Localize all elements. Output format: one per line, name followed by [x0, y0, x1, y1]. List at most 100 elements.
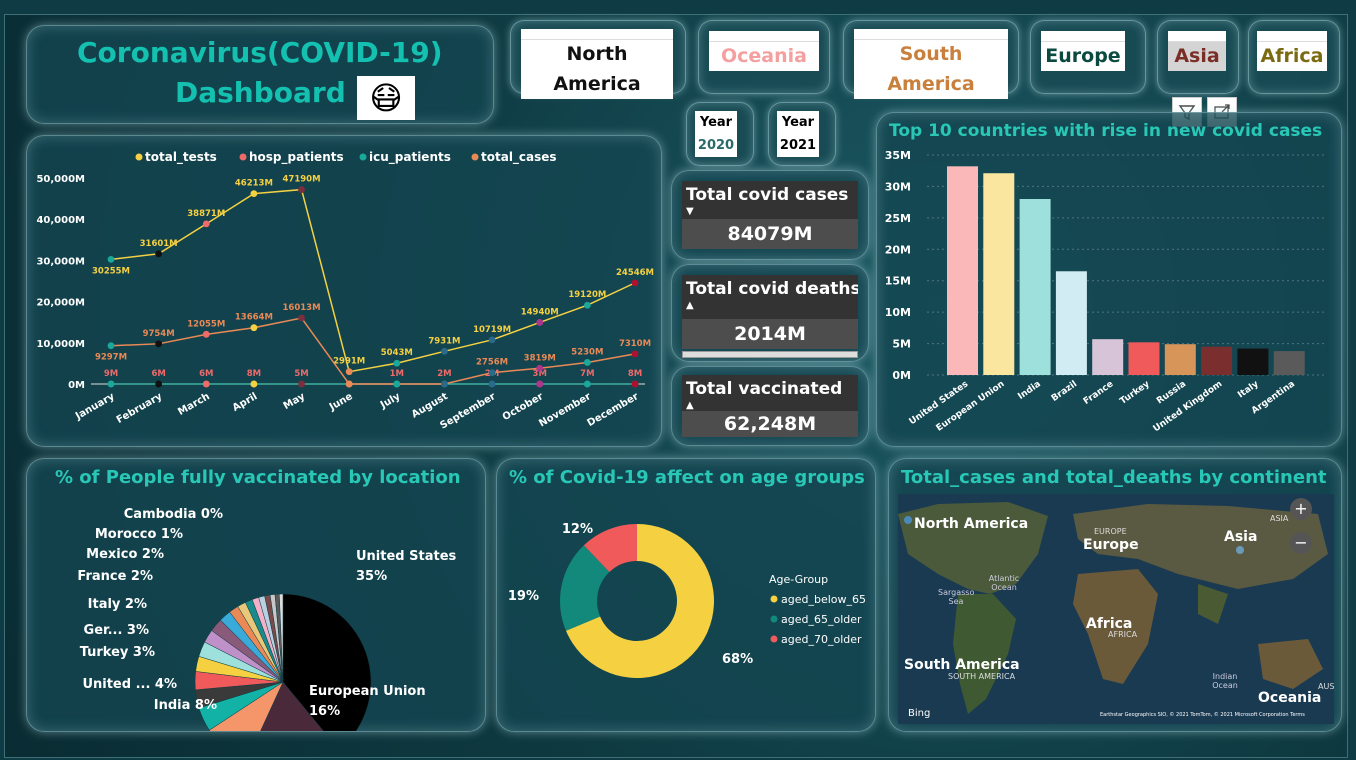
- data-label: 2991M: [333, 357, 365, 367]
- data-label: 46213M: [235, 179, 273, 189]
- map-label-africa: Africa: [1086, 616, 1133, 632]
- y-tick-label: 0M: [892, 369, 911, 382]
- kpi-value: 62,248M: [682, 411, 858, 437]
- legend-marker: [359, 153, 367, 161]
- data-point: [345, 368, 353, 376]
- filter-oceania-button[interactable]: Oceania: [698, 20, 830, 94]
- y-tick-label: 30M: [885, 180, 911, 193]
- filter-label: South America: [854, 29, 1008, 99]
- data-point: [536, 364, 544, 372]
- bar: [1092, 339, 1124, 375]
- slice-label: Mexico 2%: [86, 547, 164, 562]
- zoom-out-button[interactable]: −: [1290, 532, 1312, 554]
- data-point: [536, 319, 544, 326]
- pie-chart-card: % of People fully vaccinated by location…: [26, 458, 486, 732]
- y-tick-label: 20,000M: [36, 298, 85, 309]
- bar: [1055, 271, 1087, 375]
- data-point: [107, 255, 115, 263]
- x-tick-label: July: [378, 391, 403, 412]
- data-label: 24546M: [616, 268, 654, 278]
- donut-chart-card: % of Covid-19 affect on age groups 68% 19…: [496, 458, 876, 732]
- data-label: 5043M: [381, 348, 413, 358]
- map-small-label: EUROPE: [1094, 527, 1127, 536]
- data-point: [631, 279, 639, 287]
- data-label: 19120M: [568, 290, 606, 300]
- filter-label: North America: [521, 29, 673, 99]
- x-tick-label: March: [176, 391, 212, 418]
- data-label: 38871M: [187, 209, 225, 219]
- filter-asia-button[interactable]: Asia: [1157, 20, 1239, 94]
- map-label-oceania: Oceania: [1258, 690, 1322, 706]
- year-box: Year 2020: [695, 111, 737, 157]
- year-2020-button[interactable]: Year 2020: [686, 102, 754, 166]
- data-label: 8M: [628, 369, 642, 379]
- dashboard-title-line2: Dashboard: [175, 76, 346, 109]
- legend-label: aged_65_older: [781, 613, 862, 626]
- y-tick-label: 10,000M: [36, 339, 85, 350]
- x-tick-label: November: [537, 391, 593, 429]
- bar: [1128, 342, 1160, 375]
- legend-label: hosp_patients: [249, 150, 344, 165]
- map-small-label: AFRICA: [1108, 630, 1138, 639]
- pie-slice: [279, 593, 284, 683]
- data-label: 5230M: [571, 347, 603, 357]
- zoom-in-button[interactable]: +: [1290, 498, 1312, 520]
- x-tick-label: Italy: [1236, 379, 1260, 400]
- legend-marker: [239, 153, 247, 161]
- data-point: [250, 190, 258, 198]
- x-tick-label: December: [586, 391, 641, 429]
- data-point: [155, 380, 163, 388]
- y-tick-label: 30,000M: [36, 256, 85, 267]
- mask-emoji-icon: 😷: [357, 76, 415, 120]
- dashboard-title-line1: Coronavirus(COVID-19): [77, 36, 443, 69]
- map-small-label: AUS: [1318, 682, 1334, 691]
- pie-chart: United States 35% European Union 16% India 8…: [77, 507, 457, 731]
- kpi-total-deaths: Total covid deaths ▲ 2014M: [671, 264, 869, 362]
- slice-label: Cambodia 0%: [124, 507, 223, 522]
- data-label: 12055M: [187, 319, 225, 329]
- legend-marker: [135, 153, 143, 161]
- x-tick-label: United States: [908, 379, 971, 427]
- filter-south-america-button[interactable]: South America: [843, 20, 1019, 99]
- kpi-total-cases: Total covid cases ▼ 84079M: [671, 170, 869, 260]
- data-label: 3M: [533, 369, 547, 379]
- filter-europe-button[interactable]: Europe: [1030, 20, 1146, 94]
- data-point: [631, 380, 639, 388]
- filter-label: Asia: [1168, 31, 1226, 71]
- legend-label: aged_70_older: [781, 633, 862, 646]
- horizontal-scrollbar[interactable]: [682, 351, 858, 358]
- data-label: 7931M: [428, 336, 460, 346]
- data-label: 1M: [390, 369, 404, 379]
- series-line: [110, 188, 636, 373]
- filter-north-america-button[interactable]: North America: [510, 20, 686, 99]
- x-tick-label: February: [115, 391, 165, 426]
- legend-label: total_tests: [145, 150, 217, 165]
- year-value: 2021: [779, 138, 817, 153]
- pie-slice: [282, 593, 372, 731]
- y-tick-label: 0M: [68, 380, 85, 391]
- y-tick-label: 40,000M: [36, 215, 85, 226]
- donut-slice: [583, 524, 637, 573]
- line-chart: total_tests hosp_patients icu_patients tota…: [36, 150, 654, 432]
- data-point: [583, 301, 591, 309]
- world-map[interactable]: North America Europe Asia Africa South A…: [898, 494, 1334, 724]
- kpi-total-vaccinated: Total vaccinated ▲ 62,248M: [671, 366, 869, 446]
- map-title: Total_cases and total_deaths by continen…: [901, 467, 1327, 488]
- line-chart-card: total_tests hosp_patients icu_patients tota…: [26, 135, 662, 447]
- x-tick-label: April: [231, 391, 260, 414]
- data-label: 7M: [580, 369, 594, 379]
- legend-marker: [770, 615, 778, 623]
- data-point: [583, 359, 591, 366]
- data-label: 2756M: [476, 358, 508, 368]
- data-label: 16013M: [283, 303, 321, 313]
- year-2021-button[interactable]: Year 2021: [768, 102, 836, 166]
- y-tick-label: 20M: [885, 243, 911, 256]
- filter-africa-button[interactable]: Africa: [1248, 20, 1340, 94]
- data-label: 7310M: [619, 339, 651, 349]
- y-tick-label: 5M: [892, 338, 911, 351]
- data-point: [393, 359, 401, 367]
- filter-label: Oceania: [709, 31, 819, 71]
- data-point: [441, 380, 448, 388]
- map-small-label: Indian Ocean: [1212, 672, 1238, 690]
- data-label: 3819M: [524, 353, 556, 363]
